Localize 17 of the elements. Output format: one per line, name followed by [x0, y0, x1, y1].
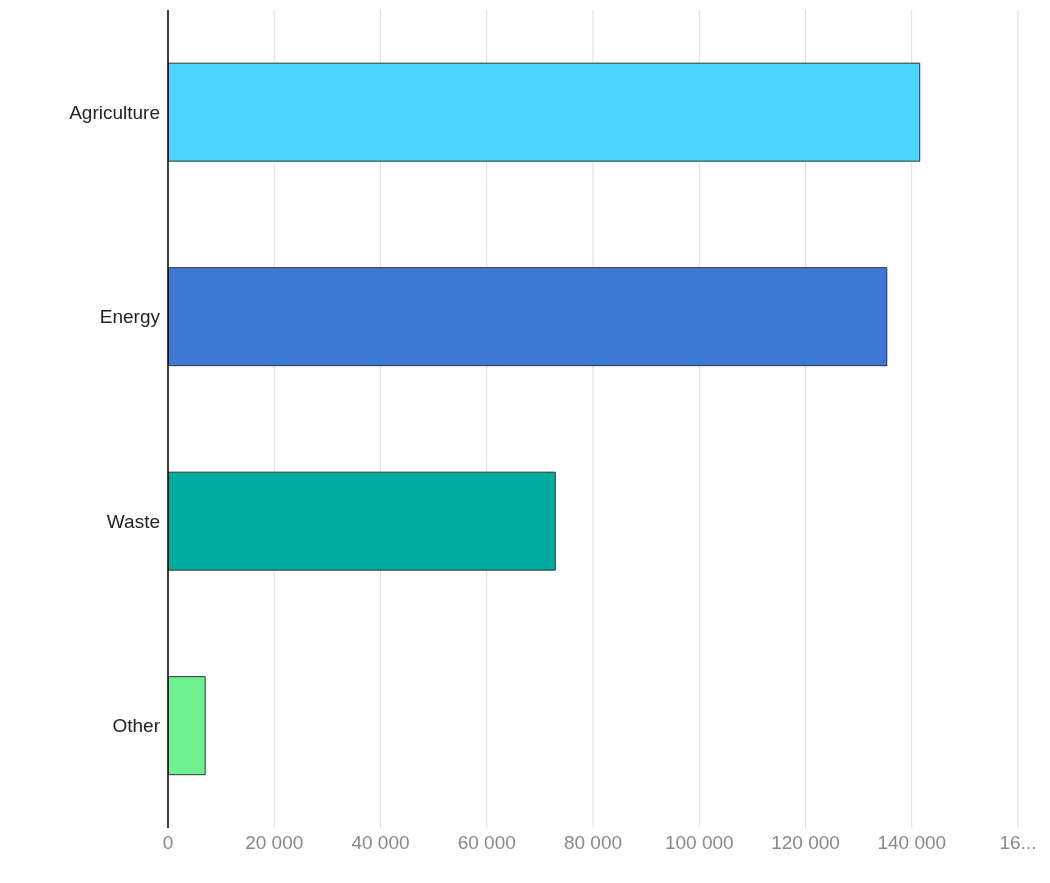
- y-tick-label: Agriculture: [69, 102, 160, 123]
- x-tick-label: 140 000: [877, 832, 947, 854]
- x-tick-label: 16...: [999, 832, 1037, 854]
- x-tick-label: 100 000: [664, 832, 734, 854]
- bar: [168, 62, 921, 162]
- y-tick-label: Other: [112, 715, 161, 737]
- x-tick-label: 60 000: [457, 832, 516, 854]
- x-tick-label: 20 000: [245, 832, 304, 854]
- x-tick-label: 40 000: [351, 832, 410, 854]
- x-tick-label: 120 000: [771, 832, 840, 854]
- y-tick-label: Energy: [99, 306, 161, 328]
- y-tick-label: Waste: [106, 510, 160, 532]
- bar: [168, 267, 888, 367]
- x-tick-label: 0: [162, 832, 174, 854]
- bar: [168, 471, 556, 571]
- bar: [168, 676, 206, 776]
- x-tick-label: 80 000: [563, 832, 623, 854]
